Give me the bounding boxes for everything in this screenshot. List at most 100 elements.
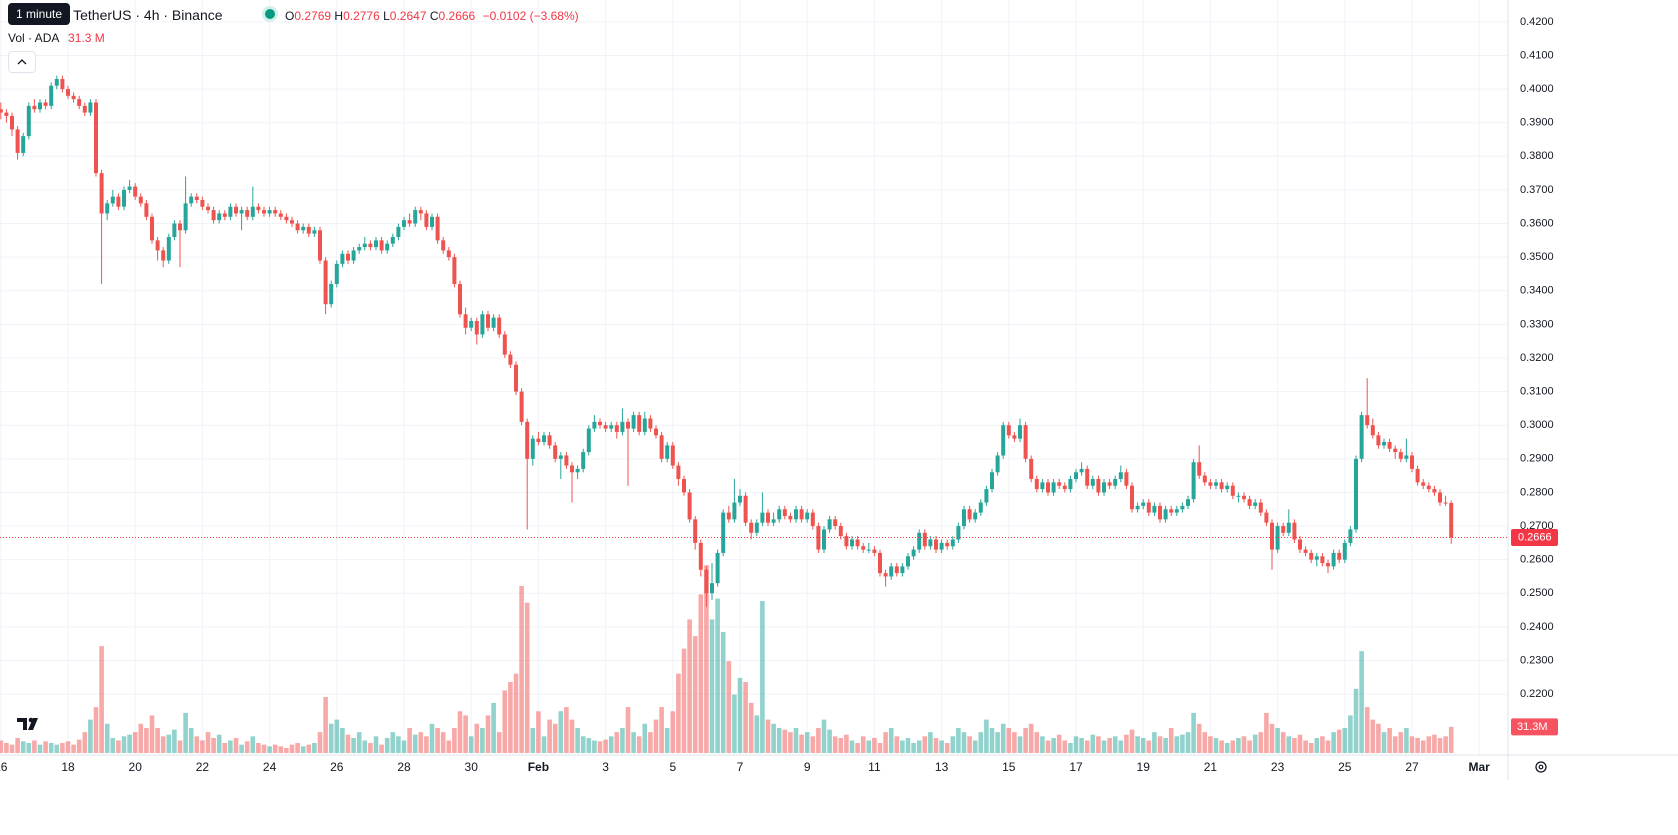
candle-body — [833, 519, 838, 527]
candle-body — [782, 509, 787, 516]
volume-bar — [1236, 737, 1241, 753]
candle-body — [760, 512, 765, 523]
volume-bar — [1051, 737, 1056, 753]
candle-body — [866, 549, 871, 551]
high-value: 0.2776 — [343, 9, 380, 23]
volume-bar — [900, 740, 905, 753]
candle-body — [1068, 478, 1073, 490]
volume-bar — [670, 711, 676, 753]
volume-bar — [575, 727, 580, 753]
volume-bar — [844, 734, 849, 753]
candle-body — [122, 189, 126, 207]
candle-body — [144, 203, 149, 217]
volume-bar — [754, 715, 760, 753]
candle-body — [1186, 499, 1190, 506]
x-tick-label: 19 — [1137, 760, 1151, 774]
candle-body — [284, 216, 289, 221]
candle-body — [721, 512, 726, 553]
x-tick-label: Feb — [528, 760, 549, 774]
candle-body — [805, 512, 810, 520]
volume-bar — [1129, 729, 1135, 753]
volume-bar — [642, 723, 648, 753]
candle-body — [402, 220, 406, 227]
candle-body — [1331, 552, 1336, 567]
candle-body — [1443, 502, 1448, 504]
volume-bar — [1392, 736, 1398, 753]
candle-body — [458, 284, 462, 315]
candle-body — [60, 78, 65, 90]
volume-bar — [1157, 736, 1163, 753]
candle-body — [239, 210, 244, 214]
candle-body — [1062, 485, 1067, 490]
candle-body — [318, 230, 322, 261]
volume-bar — [435, 727, 440, 753]
volume-bar — [418, 732, 424, 753]
volume-bar — [463, 715, 468, 753]
candle-body — [407, 220, 412, 224]
candle-body — [49, 85, 54, 106]
candle-body — [1410, 455, 1414, 469]
volume-bar — [440, 732, 446, 753]
volume-bar — [922, 736, 928, 753]
y-tick-label: 0.2500 — [1520, 587, 1554, 599]
close-value: 0.2666 — [438, 9, 476, 23]
x-tick-label: 25 — [1338, 760, 1352, 774]
candle-body — [693, 519, 698, 543]
candle-body — [480, 314, 485, 335]
volume-bar — [1140, 737, 1146, 753]
collapse-button[interactable] — [8, 51, 36, 73]
volume-bar — [368, 742, 373, 753]
grid — [0, 0, 1508, 755]
volume-bar — [866, 740, 872, 753]
candle-body — [228, 206, 233, 217]
volume-bar — [1286, 736, 1292, 753]
candle-body — [1326, 563, 1330, 567]
candle-body — [962, 509, 966, 527]
volume-bar — [328, 723, 334, 753]
candle-body — [234, 206, 238, 214]
volume-bar — [233, 737, 239, 753]
candle-body — [911, 549, 916, 557]
volume-bar — [816, 727, 821, 753]
candle-body — [368, 243, 373, 248]
ohlc-legend: O0.2769 H0.2776 L0.2647 C0.2666 −0.0102 … — [285, 9, 579, 23]
volume-bar — [82, 732, 88, 753]
volume-label: Vol · ADA — [8, 31, 59, 45]
y-tick-label: 0.3500 — [1520, 251, 1554, 263]
candle-body — [1275, 526, 1280, 550]
candle-body — [1382, 442, 1386, 446]
settings-button[interactable] — [1535, 761, 1547, 773]
candle-body — [648, 418, 653, 429]
volume-bar — [1096, 736, 1101, 753]
candle-body — [1158, 505, 1162, 520]
candle-body — [1012, 435, 1017, 439]
y-tick-label: 0.3000 — [1520, 419, 1554, 431]
volume-bar — [838, 737, 844, 753]
volume-bar — [771, 723, 776, 753]
volume-bar — [1336, 729, 1342, 753]
volume-bar — [1342, 727, 1348, 753]
y-tick-label: 0.3600 — [1520, 217, 1554, 229]
candle-body — [463, 314, 468, 328]
candle-body — [1034, 478, 1039, 490]
volume-bar — [541, 736, 547, 753]
volume-bar — [446, 740, 452, 753]
volume-bar — [597, 741, 603, 753]
candle-body — [1303, 549, 1308, 553]
candle-body — [1314, 556, 1319, 560]
volume-bar — [93, 707, 99, 753]
candle-body — [1230, 485, 1235, 496]
volume-bar — [1280, 732, 1286, 753]
candle-body — [379, 240, 384, 251]
volume-bar — [765, 719, 771, 753]
candle-body — [424, 213, 429, 227]
candle-body — [822, 529, 826, 550]
volume-bar — [1163, 737, 1168, 753]
candle-body — [1046, 482, 1050, 493]
volume-bar — [256, 742, 261, 753]
volume-bar — [1230, 740, 1236, 753]
candle-body — [396, 226, 401, 237]
volume-bar — [1118, 740, 1124, 753]
open-value: 0.2769 — [294, 9, 332, 23]
volume-bar — [1252, 734, 1258, 753]
